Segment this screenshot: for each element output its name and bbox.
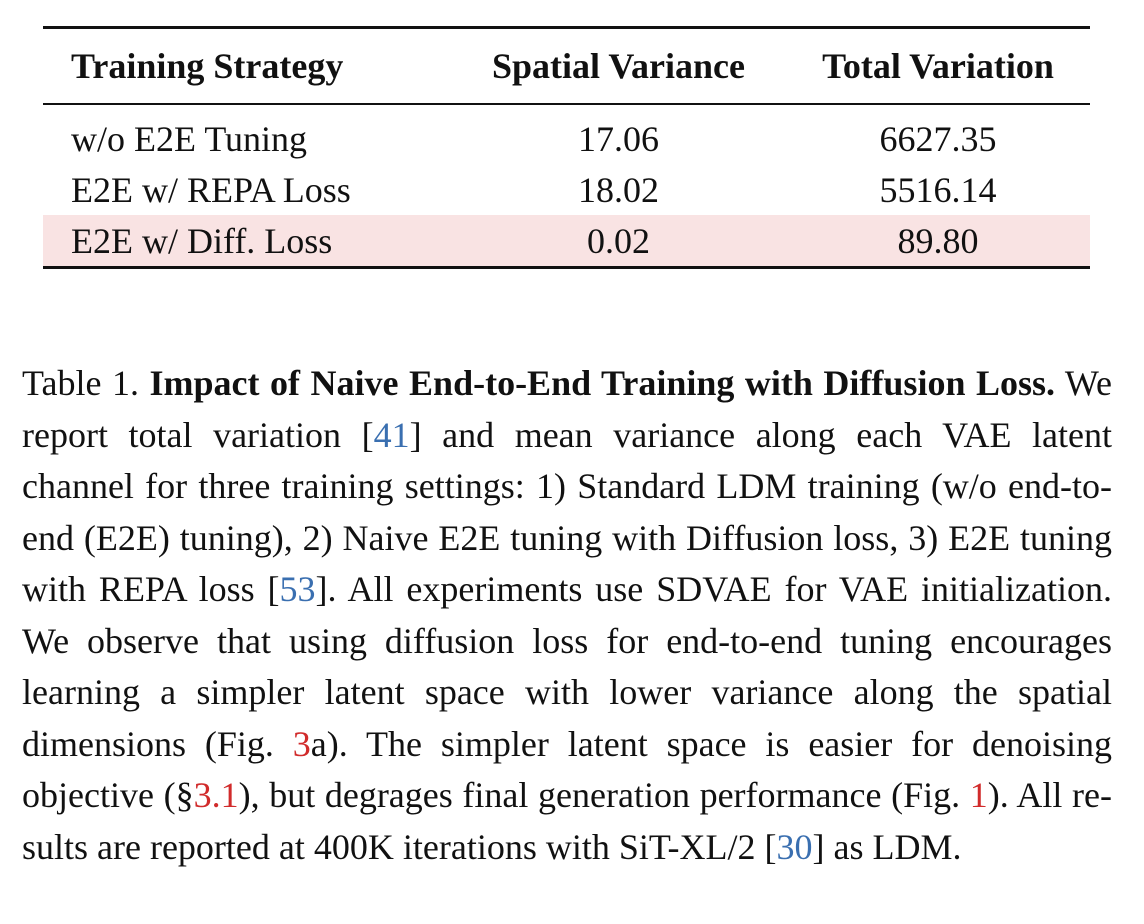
caption-label: Table 1. bbox=[22, 363, 139, 403]
header-total-variation: Total Variation bbox=[786, 26, 1090, 105]
citation-link[interactable]: 41 bbox=[373, 414, 410, 455]
caption-text: ), but degrages final generation perform… bbox=[238, 775, 970, 815]
cell-total-variation: 5516.14 bbox=[879, 169, 997, 210]
citation-link[interactable]: 53 bbox=[279, 569, 316, 609]
cell-strategy: E2E w/ REPA Loss bbox=[71, 169, 351, 210]
table-header-row: Training Strategy Spatial Variance Total… bbox=[43, 26, 1090, 105]
cell-spatial-variance: 0.02 bbox=[451, 215, 786, 269]
cell-strategy: w/o E2E Tuning bbox=[71, 118, 308, 159]
table-row: w/o E2E Tuning 17.06 6627.35 bbox=[43, 104, 1090, 164]
caption-text: ]. All experi­ments use SDVAE for VAE in… bbox=[22, 569, 1112, 764]
figure-reference-link[interactable]: 1 bbox=[969, 775, 988, 815]
section-reference-link[interactable]: 3.1 bbox=[193, 775, 239, 815]
caption-text: ). All re­sults are reported at 400K ite… bbox=[22, 775, 1112, 867]
table-row: E2E w/ REPA Loss 18.02 5516.14 bbox=[43, 164, 1090, 215]
figure-reference-link[interactable]: 3 bbox=[292, 723, 311, 764]
table-row-highlighted: E2E w/ Diff. Loss 0.02 89.80 bbox=[43, 215, 1090, 269]
caption-text: ] as LDM. bbox=[812, 826, 962, 867]
cell-total-variation: 89.80 bbox=[786, 215, 1090, 269]
cell-total-variation: 6627.35 bbox=[879, 118, 997, 159]
caption-text: We report total variation [ bbox=[22, 363, 1112, 455]
cell-spatial-variance: 18.02 bbox=[578, 169, 659, 210]
header-training-strategy: Training Strategy bbox=[43, 26, 451, 105]
results-table-container: Training Strategy Spatial Variance Total… bbox=[43, 26, 1090, 269]
caption-text: a). The simpler latent space is easier f… bbox=[22, 723, 1113, 816]
caption-text: ] and mean variance along each VAE laten… bbox=[22, 414, 1112, 610]
cell-strategy: E2E w/ Diff. Loss bbox=[43, 215, 451, 269]
results-table: Training Strategy Spatial Variance Total… bbox=[43, 26, 1090, 269]
caption-title: Impact of Naive End-to-End Training with… bbox=[149, 363, 1056, 403]
citation-link[interactable]: 30 bbox=[776, 826, 813, 867]
table-caption: Table 1. Impact of Naive End-to-End Trai… bbox=[22, 358, 1112, 873]
cell-spatial-variance: 17.06 bbox=[578, 118, 659, 159]
header-spatial-variance: Spatial Variance bbox=[451, 26, 786, 105]
